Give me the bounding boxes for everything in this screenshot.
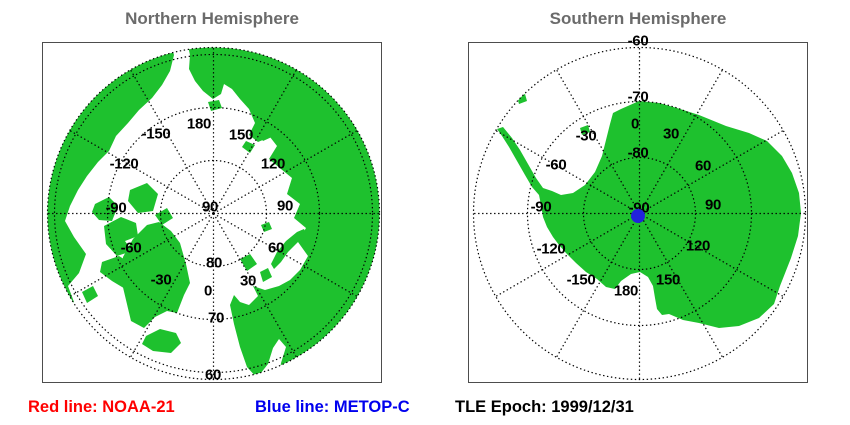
- latitude-label: 80: [205, 254, 223, 272]
- longitude-label: -120: [536, 240, 566, 258]
- coastline-svalbard-west: [240, 254, 257, 271]
- coastline-antarctica: [497, 101, 801, 328]
- latitude-label: -70: [627, 88, 649, 106]
- longitude-label: 90: [704, 196, 722, 214]
- south-map-canvas: [472, 46, 807, 381]
- coastline-greenland: [121, 222, 190, 328]
- legend-tle-epoch: TLE Epoch: 1999/12/31: [455, 398, 634, 416]
- coastline-new-siberian-islands: [257, 128, 274, 141]
- northern-hemisphere-map: 180 150 120 90 60 30 0 -30 -60 -90 -120 -150 90 80 70 6…: [42, 42, 382, 383]
- longitude-label: -150: [566, 271, 596, 289]
- map-boundary-circle: [472, 46, 807, 381]
- longitude-label: 150: [228, 126, 254, 144]
- coastline-south-orkney: [580, 125, 590, 135]
- latitude-ring: [53, 53, 374, 374]
- coastline-devon-island: [155, 208, 173, 225]
- coastline-ellesmere-island: [128, 183, 158, 213]
- south-graticule: [472, 46, 807, 381]
- longitude-label: 120: [685, 237, 711, 255]
- longitude-label: 30: [239, 272, 257, 290]
- north-map-labels: 180 150 120 90 60 30 0 -30 -60 -90 -120 -150 90 80 70 6…: [43, 43, 381, 384]
- longitude-label: -90: [105, 199, 127, 217]
- north-graticule: [46, 46, 381, 381]
- longitude-label: 150: [655, 271, 681, 289]
- latitude-label: 70: [207, 309, 225, 327]
- longitude-label: 180: [186, 115, 212, 133]
- longitude-label: -60: [120, 239, 142, 257]
- coastline-wrangel-island: [208, 100, 222, 111]
- latitude-label: -60: [627, 32, 649, 50]
- south-map-labels: -60 -70 -80 -90 0 30 60 90 120 150 180 -150 -120 -90-…: [469, 34, 807, 382]
- latitude-label: -80: [627, 144, 649, 162]
- south-map-title: Southern Hemisphere: [549, 9, 727, 28]
- longitude-label: -30: [575, 127, 597, 145]
- map-boundary-circle: [46, 46, 381, 381]
- coastline-north-america: [47, 47, 174, 377]
- legend-blue-line: Blue line: METOP-C: [255, 398, 410, 416]
- southern-hemisphere-map: -60 -70 -80 -90 0 30 60 90 120 150 180 -150 -120 -90-…: [468, 34, 808, 383]
- north-map-canvas: [46, 46, 381, 381]
- coastline-banks-island: [92, 197, 118, 221]
- longitude-label: 30: [662, 125, 680, 143]
- coastline-iceland: [142, 329, 181, 353]
- coastline-southampton-island: [82, 286, 98, 303]
- longitude-label: 60: [267, 239, 285, 257]
- coastline-novaya-zemlya: [271, 229, 307, 269]
- coastline-new-siberian-islands-west: [242, 141, 255, 153]
- metop-c-position-marker: [631, 209, 645, 223]
- longitude-label: 90: [276, 197, 294, 215]
- latitude-ring: [106, 106, 321, 321]
- coastline-eurasia: [186, 47, 380, 380]
- longitude-label: -90: [530, 198, 552, 216]
- longitude-label: 120: [260, 155, 286, 173]
- longitude-label: 60: [694, 157, 712, 175]
- longitude-label: 180: [613, 282, 639, 300]
- longitude-label: -150: [141, 125, 171, 143]
- longitude-label: -60: [545, 156, 567, 174]
- longitude-label: 0: [203, 282, 213, 300]
- coastline-svalbard-east: [260, 268, 272, 282]
- coastline-victoria-island: [104, 217, 138, 256]
- longitude-label: -120: [109, 155, 139, 173]
- latitude-label: 90: [201, 198, 219, 216]
- longitude-label: -30: [150, 271, 172, 289]
- latitude-label: 60: [204, 366, 222, 384]
- longitude-label: 0: [630, 115, 640, 133]
- legend-red-line: Red line: NOAA-21: [28, 398, 175, 416]
- north-map-title: Northern Hemisphere: [125, 9, 299, 28]
